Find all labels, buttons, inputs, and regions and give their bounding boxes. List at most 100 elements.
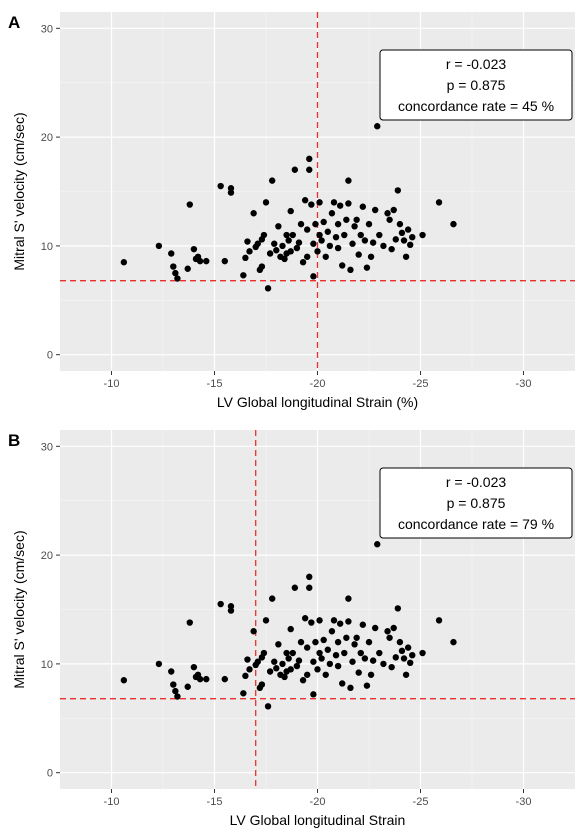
- data-point: [283, 649, 290, 657]
- data-point: [394, 605, 402, 612]
- data-point: [316, 231, 323, 239]
- data-point: [155, 660, 163, 668]
- data-point: [332, 233, 340, 241]
- data-point: [324, 228, 331, 235]
- annotation-line: r = -0.023: [446, 56, 507, 72]
- data-point: [347, 684, 354, 692]
- x-tick-label: -20: [310, 378, 326, 390]
- data-point: [240, 690, 247, 697]
- y-axis-title: Mitral S' velocity (cm/sec): [11, 112, 27, 270]
- data-point: [172, 269, 179, 277]
- data-point: [242, 254, 249, 262]
- data-point: [328, 628, 336, 635]
- data-point: [388, 663, 395, 671]
- data-point: [361, 237, 369, 244]
- data-point: [221, 675, 228, 683]
- x-tick-label: -30: [516, 378, 532, 390]
- data-point: [264, 285, 272, 292]
- y-tick-label: 10: [41, 241, 53, 253]
- y-tick-label: 20: [41, 132, 53, 144]
- data-point: [268, 177, 276, 184]
- data-point: [287, 207, 294, 215]
- annotation-line: p = 0.875: [447, 495, 506, 511]
- data-point: [304, 226, 311, 233]
- data-point: [371, 624, 379, 632]
- data-point: [293, 244, 301, 252]
- data-point: [312, 638, 319, 646]
- data-point: [345, 200, 352, 207]
- data-point: [407, 241, 414, 249]
- annotation-line: p = 0.875: [447, 77, 506, 93]
- panel-letter: A: [8, 13, 20, 32]
- x-axis-title: LV Global longitudinal Strain: [230, 812, 406, 828]
- data-point: [435, 199, 443, 206]
- data-point: [320, 218, 327, 226]
- data-point: [174, 275, 181, 282]
- data-point: [353, 634, 360, 641]
- data-point: [295, 239, 303, 246]
- data-point: [361, 655, 369, 662]
- data-point: [380, 660, 387, 668]
- y-tick-label: 30: [41, 441, 53, 453]
- data-point: [374, 541, 381, 548]
- data-point: [334, 662, 342, 670]
- data-point: [334, 638, 342, 646]
- data-point: [240, 272, 247, 279]
- data-point: [301, 197, 309, 204]
- data-point: [217, 182, 224, 190]
- data-point: [258, 681, 266, 688]
- annotation-line: r = -0.023: [446, 474, 507, 490]
- stats-annotation: r = -0.023 p = 0.875 concordance rate = 45…: [379, 49, 573, 121]
- data-point: [398, 647, 406, 655]
- data-point: [308, 619, 315, 626]
- data-point: [246, 666, 253, 673]
- data-point: [275, 641, 282, 648]
- data-point: [268, 595, 276, 602]
- data-point: [404, 644, 412, 651]
- data-point: [174, 693, 181, 700]
- data-point: [310, 658, 317, 665]
- annotation-line: concordance rate = 79 %: [398, 516, 554, 532]
- data-point: [330, 199, 338, 206]
- data-point: [339, 262, 346, 269]
- data-point: [322, 253, 329, 260]
- data-point: [371, 206, 379, 214]
- data-point: [396, 638, 404, 646]
- data-point: [306, 155, 313, 163]
- data-point: [450, 638, 457, 646]
- data-point: [203, 257, 210, 265]
- data-point: [217, 600, 224, 608]
- data-point: [291, 166, 299, 173]
- y-tick-label: 0: [47, 768, 53, 780]
- data-point: [170, 681, 177, 688]
- data-point: [332, 651, 340, 659]
- data-point: [376, 231, 383, 239]
- data-point: [407, 659, 414, 667]
- x-tick-label: -15: [207, 378, 223, 390]
- data-point: [357, 231, 364, 239]
- data-point: [320, 636, 327, 644]
- data-point: [349, 240, 356, 247]
- data-point: [396, 220, 404, 228]
- data-point: [227, 607, 235, 614]
- data-point: [227, 189, 235, 196]
- data-point: [351, 223, 358, 230]
- data-point: [254, 240, 261, 247]
- data-point: [264, 703, 272, 710]
- data-point: [409, 233, 416, 241]
- data-point: [170, 263, 177, 270]
- data-point: [273, 247, 280, 254]
- panel-a: -10 -15 -20 -25 -30 0 10 20 30 r = -0.023 p = 0.87…: [8, 12, 575, 410]
- y-axis-title: Mitral S' velocity (cm/sec): [11, 530, 27, 688]
- data-point: [435, 617, 443, 624]
- data-point: [363, 264, 371, 271]
- data-point: [246, 248, 253, 255]
- data-point: [168, 668, 175, 675]
- data-point: [367, 671, 375, 678]
- data-point: [203, 675, 210, 683]
- x-tick-label: -10: [104, 378, 120, 390]
- data-point: [310, 273, 317, 280]
- data-point: [120, 259, 128, 266]
- data-point: [287, 625, 294, 633]
- data-point: [289, 231, 296, 239]
